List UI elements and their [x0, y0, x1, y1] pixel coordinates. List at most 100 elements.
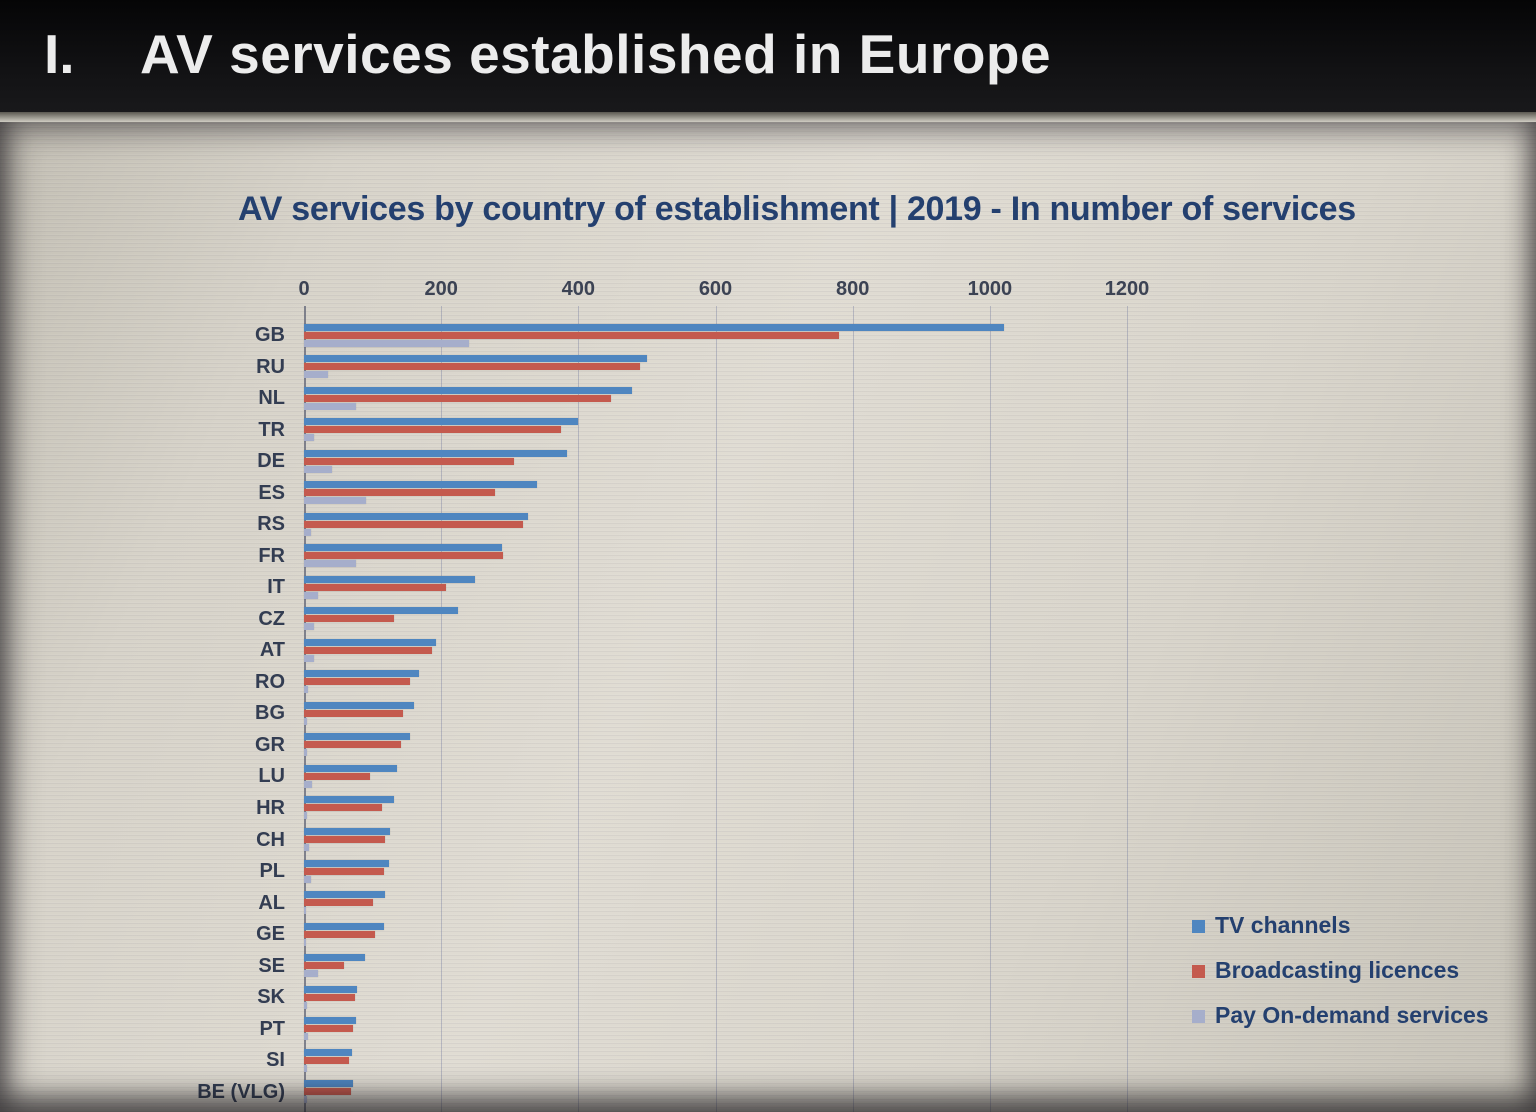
gridline	[715, 306, 717, 1112]
legend-label: TV channels	[1215, 912, 1351, 938]
bar-broadcasting-licences	[304, 678, 411, 686]
bar-tv-channels	[304, 607, 458, 615]
category-label: GE	[256, 923, 285, 946]
bar-broadcasting-licences	[304, 457, 514, 465]
bar-row: CH	[0, 825, 1536, 857]
bar-tv-channels	[304, 922, 385, 930]
chart-legend: TV channels Broadcasting licences Pay On…	[1192, 912, 1489, 1047]
category-label: RO	[255, 670, 285, 693]
slide-body: AV services by country of establishment …	[0, 122, 1536, 1112]
bar-broadcasting-licences	[304, 646, 432, 654]
bar-tv-channels	[304, 701, 415, 709]
bar-row	[0, 1108, 1536, 1112]
bar-pay-on-demand-services	[304, 970, 319, 978]
bar-row: BE (VLG)	[0, 1077, 1536, 1109]
bar-broadcasting-licences	[304, 741, 402, 749]
x-axis: 0 200 400 600 800 1000 1200	[0, 278, 1536, 302]
category-label: HR	[256, 796, 285, 819]
category-label: PL	[259, 860, 285, 883]
bar-pay-on-demand-services	[304, 402, 357, 410]
bar-tv-channels	[304, 891, 385, 899]
bar-row: FR	[0, 541, 1536, 573]
category-label	[0, 1108, 296, 1112]
bar-tv-channels	[304, 544, 502, 552]
bar-pay-on-demand-services	[304, 1001, 308, 1009]
axis-tick-label: 1200	[1104, 278, 1150, 300]
banner-bottom-edge	[0, 112, 1536, 122]
axis-tick-label: 0	[298, 278, 310, 300]
bar-pay-on-demand-services	[304, 339, 469, 347]
category-label: AL	[258, 891, 285, 914]
bar-broadcasting-licences	[304, 394, 612, 402]
category-label: GB	[255, 324, 285, 346]
bar-pay-on-demand-services	[304, 749, 307, 757]
bar-tv-channels	[304, 670, 420, 678]
bar-row: PL	[0, 856, 1536, 888]
bar-pay-on-demand-services	[304, 938, 307, 946]
bar-pay-on-demand-services	[304, 844, 310, 851]
legend-item-broadcasting-licences: Broadcasting licences	[1192, 957, 1489, 1002]
bar-broadcasting-licences	[304, 426, 562, 434]
category-label: GR	[255, 733, 285, 756]
bar-row: RO	[0, 667, 1536, 699]
axis-tick-label: 200	[424, 278, 458, 300]
bar-pay-on-demand-services	[304, 717, 308, 725]
bar-pay-on-demand-services	[304, 654, 315, 662]
bar-row: CZ	[0, 604, 1536, 636]
bar-row: ES	[0, 478, 1536, 510]
bar-row: AT	[0, 635, 1536, 667]
bar-row: GB	[0, 320, 1536, 352]
bar-broadcasting-licences	[304, 331, 839, 339]
bar-row: LU	[0, 761, 1536, 793]
bar-row: AL	[0, 888, 1536, 920]
bar-row: HR	[0, 793, 1536, 825]
gridline	[1127, 306, 1128, 1112]
bar-pay-on-demand-services	[304, 591, 318, 599]
category-label: SI	[266, 1049, 285, 1072]
bar-pay-on-demand-services	[304, 371, 328, 379]
bar-pay-on-demand-services	[304, 434, 314, 442]
legend-item-pay-on-demand: Pay On-demand services	[1192, 1002, 1489, 1047]
bar-broadcasting-licences	[304, 962, 344, 970]
gridline	[578, 306, 580, 1112]
bar-broadcasting-licences	[304, 1025, 354, 1033]
bar-pay-on-demand-services	[304, 780, 313, 788]
bar-tv-channels	[304, 1048, 352, 1056]
gridline	[441, 306, 443, 1112]
category-label: AT	[259, 639, 285, 662]
legend-label: Pay On-demand services	[1215, 1002, 1489, 1028]
page-title: AV services established in Europe	[140, 23, 1052, 85]
bar-pay-on-demand-services	[304, 623, 315, 631]
bar-broadcasting-licences	[304, 804, 383, 812]
axis-tick-label: 800	[835, 278, 870, 300]
bar-row: TR	[0, 415, 1536, 447]
category-label: PT	[259, 1017, 285, 1040]
bar-broadcasting-licences	[304, 867, 385, 875]
bar-tv-channels	[304, 954, 366, 962]
gridline	[989, 306, 991, 1112]
axis-tick-label: 400	[561, 278, 596, 300]
section-numeral: I.	[44, 23, 75, 85]
bar-tv-channels	[304, 985, 358, 993]
bar-broadcasting-licences	[304, 1056, 350, 1064]
bar-broadcasting-licences	[304, 363, 641, 371]
bar-pay-on-demand-services	[304, 528, 311, 536]
bar-broadcasting-licences	[304, 709, 404, 717]
gridline	[852, 306, 854, 1112]
bar-broadcasting-licences	[304, 489, 495, 497]
bar-row: SK	[0, 982, 1536, 1014]
bar-row: DE	[0, 446, 1536, 478]
bar-pay-on-demand-services	[304, 497, 366, 505]
bar-row: PT	[0, 1014, 1536, 1046]
bar-broadcasting-licences	[304, 552, 503, 560]
bar-row: RU	[0, 352, 1536, 384]
plot-gridlines	[0, 306, 1536, 1112]
bar-tv-channels	[304, 1080, 354, 1088]
bar-broadcasting-licences	[304, 1088, 352, 1096]
legend-label: Broadcasting licences	[1215, 957, 1460, 983]
bar-tv-channels	[304, 575, 476, 583]
bar-tv-channels	[304, 418, 579, 426]
category-label: FR	[258, 544, 285, 567]
tv-channels-swatch-icon	[1192, 920, 1205, 933]
y-axis-line	[304, 306, 306, 1112]
